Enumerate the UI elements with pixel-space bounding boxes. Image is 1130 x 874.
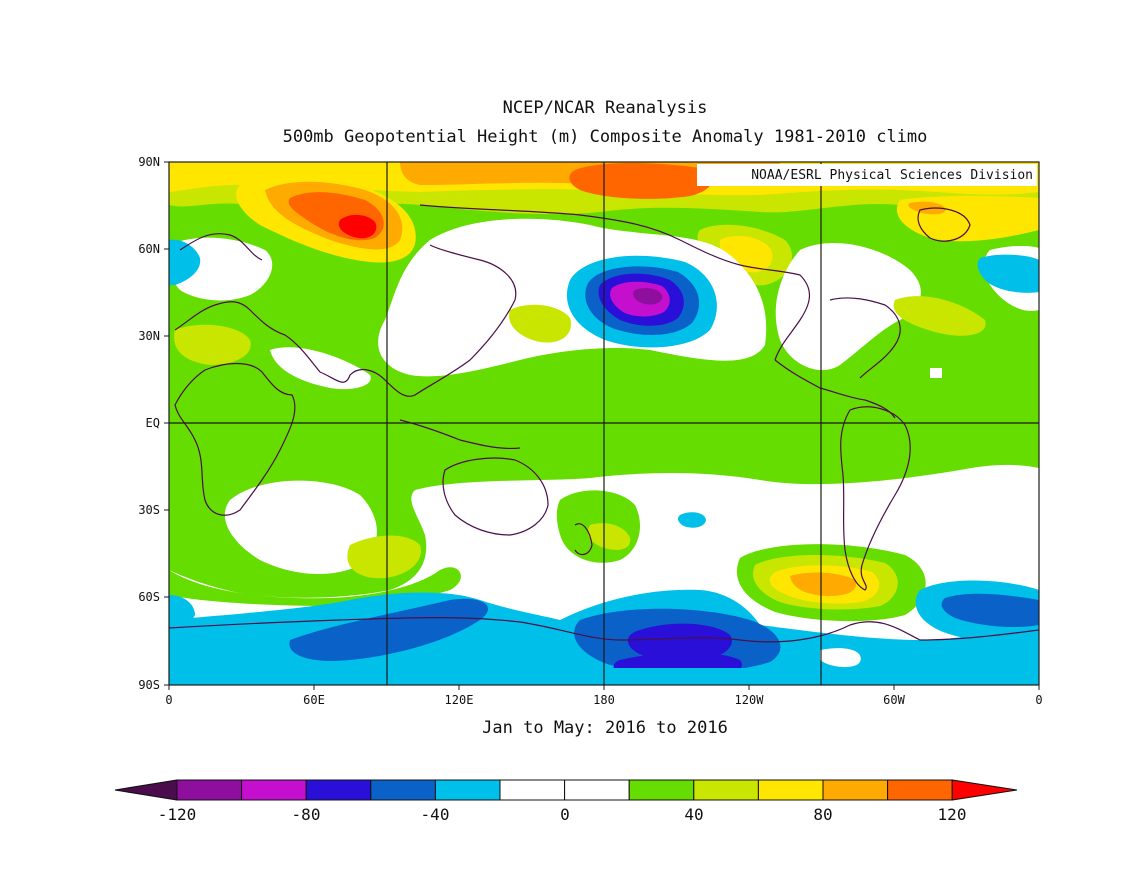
colorbar-swatch: [241, 779, 307, 801]
anomaly-antarctic-blue-west: [289, 598, 489, 661]
anomaly-arabia-neutral: [270, 347, 371, 390]
colorbar-swatch: [434, 779, 501, 801]
anomaly-namerica-neutral: [775, 242, 921, 371]
map-gridlines: [169, 162, 1039, 685]
colorbar-label: -40: [421, 805, 450, 824]
map-subtitle-variable: 500mb Geopotential Height (m) Composite …: [282, 127, 928, 147]
colorbar-swatch: [887, 779, 953, 801]
lon-label: 0: [1035, 693, 1042, 707]
lat-label: 30N: [138, 329, 160, 343]
colorbar-arrow-low: [114, 779, 178, 801]
anomaly-greenland-orange: [908, 201, 946, 215]
colorbar-swatch: [628, 779, 695, 801]
coastlines: [169, 204, 1039, 643]
anomaly-nz-light: [587, 523, 631, 550]
anomaly-spacific-orange: [790, 572, 857, 596]
anomaly-japan-light: [509, 304, 571, 343]
lon-label: 60W: [883, 693, 905, 707]
colorbar-arrow-high: [951, 779, 1018, 801]
lat-labels: 90N 60N 30N EQ 30S 60S 90S: [138, 155, 160, 692]
colorbar-swatch: [693, 779, 759, 801]
lat-label: 60N: [138, 242, 160, 256]
colorbar-labels: -120 -80 -40 0 40 80 120: [158, 805, 967, 824]
anomaly-siberia-max: [338, 214, 377, 239]
colorbar-swatch: [564, 779, 630, 801]
anomaly-natlantic-light: [893, 296, 986, 336]
colorbar-label: 40: [684, 805, 703, 824]
map-title: NCEP/NCAR Reanalysis: [502, 98, 708, 118]
lat-label: 90S: [138, 678, 160, 692]
lat-label: 90N: [138, 155, 160, 169]
colorbar-label: 80: [813, 805, 832, 824]
lat-ticks: [164, 161, 169, 686]
anomaly-sahara-light: [174, 324, 251, 365]
anomaly-small-neutral: [930, 368, 942, 378]
anomaly-antarctic-neutral: [820, 648, 861, 668]
date-range-label: Jan to May: 2016 to 2016: [482, 718, 728, 738]
lon-label: 120W: [735, 693, 765, 707]
colorbar-label: 120: [938, 805, 967, 824]
lon-label: 180: [593, 693, 615, 707]
credit-text: NOAA/ESRL Physical Sciences Division: [751, 168, 1033, 183]
anomaly-sindian-light: [347, 535, 421, 579]
lon-ticks: [168, 685, 1040, 690]
anomaly-satlantic-blue: [941, 593, 1039, 628]
credit-box: [697, 164, 1037, 186]
anomaly-atlantic-cyan: [977, 254, 1039, 293]
anomaly-bering-darkorange: [569, 163, 713, 199]
colorbar-label: -120: [158, 805, 197, 824]
colorbar-swatch: [305, 779, 372, 801]
anomaly-npacific-min: [633, 287, 663, 305]
lon-label: 0: [165, 693, 172, 707]
lon-labels: 0 60E 120E 180 120W 60W 0: [165, 693, 1042, 707]
colorbar-label: -80: [292, 805, 321, 824]
anomaly-sw-cyan: [169, 595, 195, 628]
colorbar: [114, 779, 1018, 801]
colorbar-swatch: [822, 779, 889, 801]
lon-label: 120E: [445, 693, 474, 707]
lat-label: EQ: [146, 416, 160, 430]
anomaly-antarctic-darkblue: [627, 623, 732, 663]
colorbar-swatch: [499, 779, 566, 801]
anomaly-sindian-neutral: [224, 480, 377, 575]
colorbar-swatch: [176, 779, 243, 801]
anomaly-small-cyan: [677, 512, 706, 528]
colorbar-swatch: [757, 779, 824, 801]
colorbar-swatch: [370, 779, 436, 801]
anomaly-nw-cyan: [169, 239, 201, 285]
lat-label: 30S: [138, 503, 160, 517]
colorbar-label: 0: [560, 805, 570, 824]
lon-label: 60E: [303, 693, 325, 707]
lat-label: 60S: [138, 590, 160, 604]
